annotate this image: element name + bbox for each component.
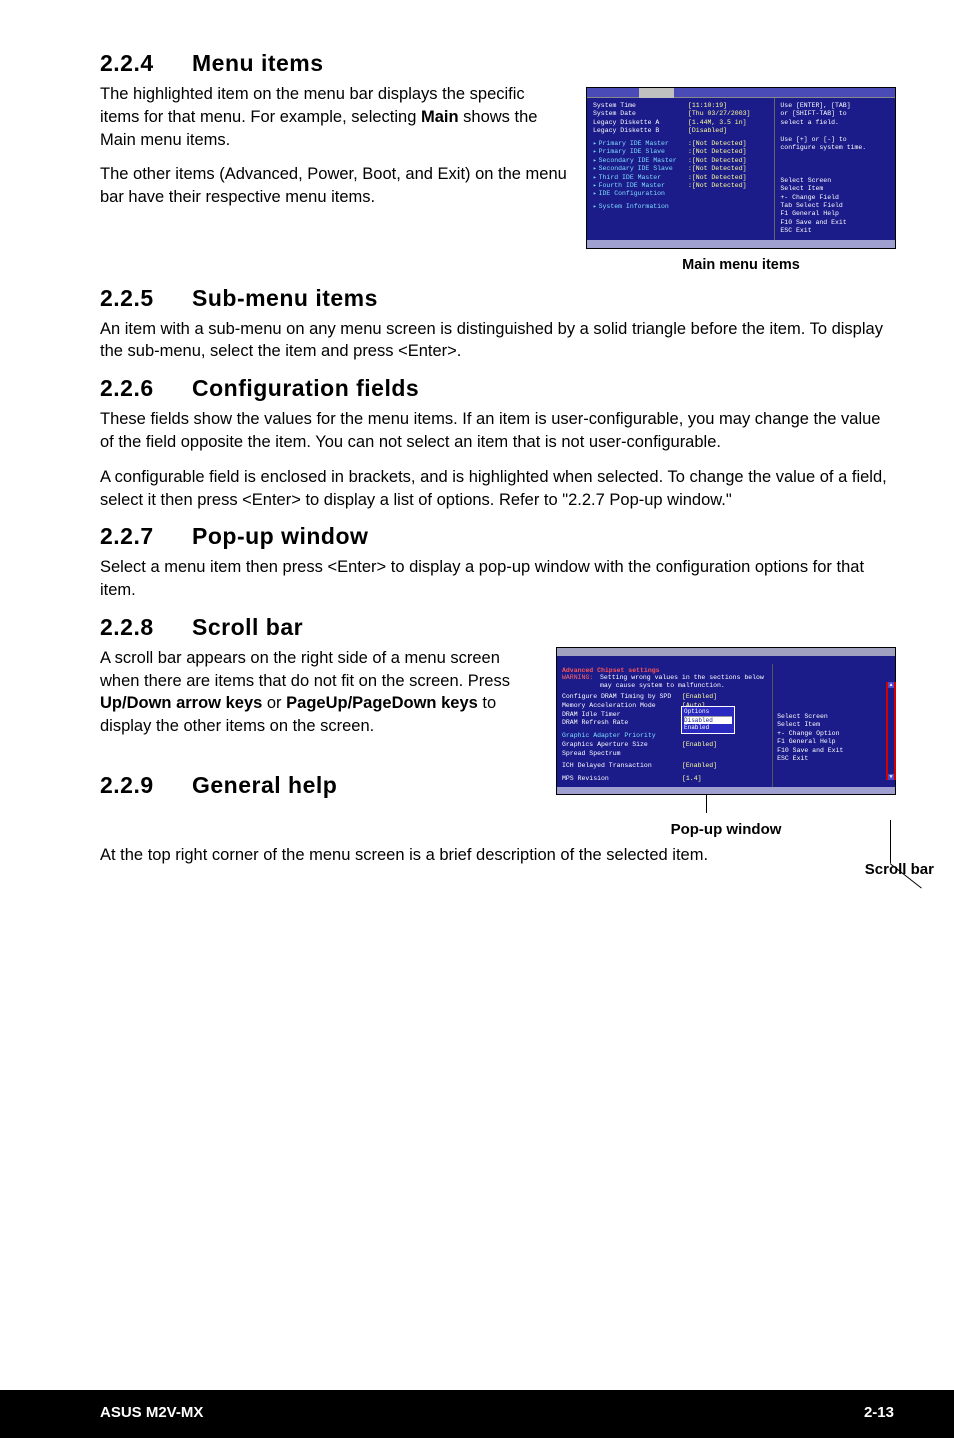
scroll-down-icon: ▼ (888, 774, 894, 780)
footer-right: 2-13 (864, 1404, 894, 1421)
p-227: Select a menu item then press <Enter> to… (100, 556, 896, 602)
p-226b: A configurable field is enclosed in brac… (100, 466, 896, 512)
page-footer: ASUS M2V-MX 2-13 (0, 1390, 954, 1435)
p-229: At the top right corner of the menu scre… (100, 844, 896, 867)
bios1-caption: Main menu items (586, 257, 896, 273)
popup-box: OptionsDisabledEnabled (681, 706, 735, 734)
heading-224: 2.2.4Menu items (100, 50, 896, 77)
heading-225: 2.2.5Sub-menu items (100, 285, 896, 312)
p-226a: These fields show the values for the men… (100, 408, 896, 454)
p-224b: The other items (Advanced, Power, Boot, … (100, 163, 568, 209)
p-225: An item with a sub-menu on any menu scre… (100, 318, 896, 364)
heading-229: 2.2.9General help (100, 772, 538, 799)
heading-227: 2.2.7Pop-up window (100, 523, 896, 550)
footer-left: ASUS M2V-MX (100, 1404, 203, 1421)
p-228: A scroll bar appears on the right side o… (100, 647, 538, 738)
bios-advanced-screenshot: Advanced Chipset settings WARNING:Settin… (556, 647, 896, 795)
heading-226: 2.2.6Configuration fields (100, 375, 896, 402)
scroll-up-icon: ▲ (888, 682, 894, 688)
bios-main-screenshot: System Time[11:10:19]System Date[Thu 03/… (586, 87, 896, 249)
p-224a: The highlighted item on the menu bar dis… (100, 83, 568, 151)
popup-caption: Pop-up window (556, 821, 896, 838)
heading-228: 2.2.8Scroll bar (100, 614, 896, 641)
scrollbar-caption: Scroll bar (865, 861, 934, 878)
